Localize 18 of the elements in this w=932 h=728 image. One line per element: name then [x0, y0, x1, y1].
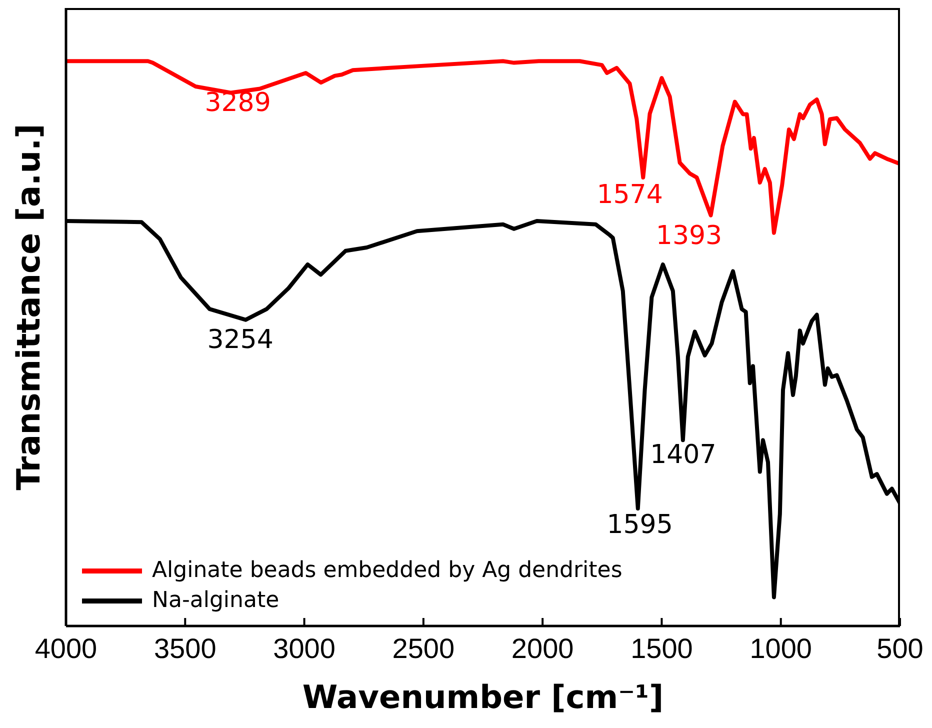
annotation: 3289 — [204, 88, 271, 118]
x-tick-label: 3500 — [154, 632, 216, 664]
annotation: 1393 — [656, 221, 722, 252]
legend-label: Alginate beads embedded by Ag dendrites — [152, 557, 622, 585]
x-tick-label: 1500 — [630, 632, 693, 664]
legend-label: Na-alginate — [152, 587, 280, 615]
x-axis-title: Wavenumber [cm⁻¹] — [302, 678, 664, 716]
x-tick-label: 4000 — [34, 632, 98, 664]
x-tick-label: 3000 — [273, 632, 336, 664]
annotation: 1574 — [596, 180, 663, 210]
x-tick-label: 1000 — [750, 632, 812, 664]
x-tick-label: 2500 — [392, 632, 455, 664]
x-tick-label: 2000 — [511, 632, 574, 664]
y-axis-title: Transmittance [a.u.] — [9, 124, 48, 490]
annotation: 1595 — [606, 510, 673, 540]
annotation: 1407 — [650, 440, 716, 470]
x-tick-label: 500 — [876, 632, 924, 664]
annotation: 3254 — [207, 324, 274, 355]
